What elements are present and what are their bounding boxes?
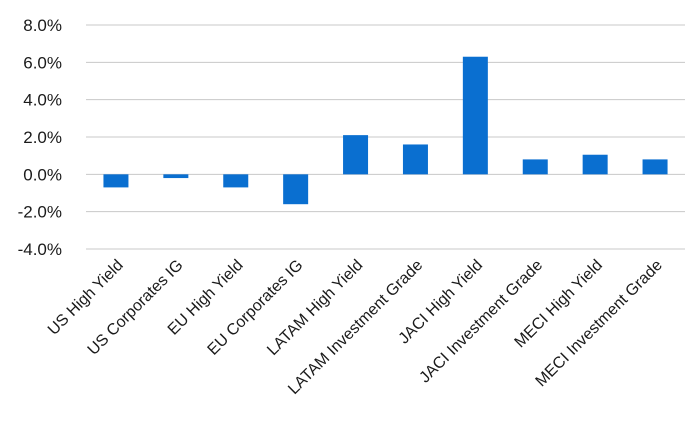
y-tick-label: -4.0% xyxy=(18,240,62,259)
y-tick-label: 4.0% xyxy=(23,91,62,110)
y-tick-label: 2.0% xyxy=(23,128,62,147)
bar xyxy=(163,174,189,179)
bar xyxy=(343,135,369,175)
bar xyxy=(462,56,488,175)
x-category-label: JACI Investment Grade xyxy=(416,257,546,387)
bar xyxy=(522,159,548,175)
bar xyxy=(642,159,668,175)
y-tick-label: 0.0% xyxy=(23,165,62,184)
bar xyxy=(103,174,129,188)
bar xyxy=(223,174,249,188)
bar xyxy=(582,154,608,175)
y-axis-tick-labels: 8.0% 6.0% 4.0% 2.0% 0.0% -2.0% -4.0% xyxy=(18,16,62,259)
y-tick-label: 8.0% xyxy=(23,16,62,35)
y-tick-label: -2.0% xyxy=(18,203,62,222)
y-tick-label: 6.0% xyxy=(23,53,62,72)
bars xyxy=(103,56,668,205)
gridlines xyxy=(86,24,685,250)
x-category-label: MECI Investment Grade xyxy=(533,257,666,390)
bar xyxy=(402,144,428,175)
bar xyxy=(283,174,309,205)
